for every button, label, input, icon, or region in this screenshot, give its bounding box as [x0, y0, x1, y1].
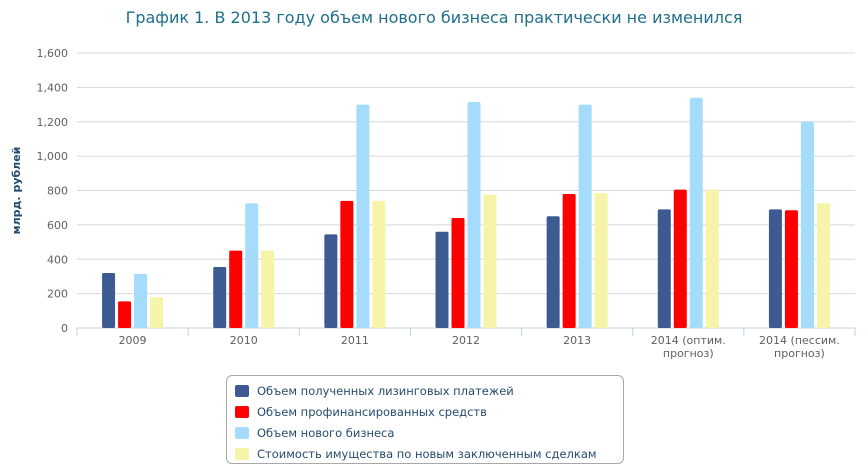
x-tick-label: 2014 (пессим. прогноз)	[759, 334, 840, 360]
bar[interactable]	[340, 200, 354, 328]
bar[interactable]	[689, 97, 703, 328]
y-tick-label: 1,600	[37, 47, 69, 60]
legend-label: Объем профинансированных средств	[257, 404, 487, 419]
bar[interactable]	[546, 216, 560, 328]
bar[interactable]	[118, 301, 132, 328]
bar[interactable]	[768, 209, 782, 328]
x-tick-label: 2009	[119, 334, 147, 347]
x-tick-label: 2013	[563, 334, 591, 347]
legend-item[interactable]: Объем полученных лизинговых платежей	[235, 380, 615, 401]
legend-item[interactable]: Объем нового бизнеса	[235, 422, 615, 443]
bar[interactable]	[324, 234, 338, 328]
bar[interactable]	[229, 250, 243, 328]
bar[interactable]	[705, 189, 719, 328]
y-tick-label: 200	[47, 288, 68, 301]
bar[interactable]	[435, 231, 449, 328]
y-tick-label: 1,200	[37, 116, 69, 129]
legend-swatch	[235, 384, 249, 397]
bar[interactable]	[784, 210, 798, 328]
legend-swatch	[235, 447, 249, 460]
bar[interactable]	[150, 297, 164, 328]
y-tick-label: 600	[47, 219, 68, 232]
y-tick-label: 1,000	[37, 150, 69, 163]
bar[interactable]	[657, 209, 671, 328]
y-tick-label: 400	[47, 253, 68, 266]
bar[interactable]	[356, 104, 370, 328]
bar[interactable]	[102, 273, 116, 328]
bar[interactable]	[451, 218, 465, 328]
legend-label: Стоимость имущества по новым заключенным…	[257, 446, 597, 461]
x-tick-label: 2012	[452, 334, 480, 347]
bar[interactable]	[467, 101, 481, 328]
legend: Объем полученных лизинговых платежей Объе…	[226, 375, 624, 464]
y-tick-label: 800	[47, 185, 68, 198]
x-tick-label: 2014 (оптим. прогноз)	[651, 334, 726, 360]
y-tick-label: 0	[61, 322, 68, 335]
bar[interactable]	[245, 203, 259, 328]
legend-label: Объем нового бизнеса	[257, 425, 395, 440]
bar[interactable]	[213, 266, 227, 328]
bar[interactable]	[134, 273, 148, 328]
legend-item[interactable]: Стоимость имущества по новым заключенным…	[235, 443, 615, 464]
chart-title: График 1. В 2013 году объем нового бизне…	[125, 8, 743, 27]
bar[interactable]	[562, 193, 576, 328]
bar[interactable]	[483, 194, 497, 328]
y-axis-title: млрд. рублей	[10, 147, 23, 235]
legend-swatch	[235, 405, 249, 418]
bar[interactable]	[578, 104, 592, 328]
y-tick-label: 1,400	[37, 81, 69, 94]
bar[interactable]	[261, 250, 275, 328]
bar[interactable]	[594, 193, 608, 328]
bar[interactable]	[816, 203, 830, 328]
x-tick-label: 2010	[230, 334, 258, 347]
bar[interactable]	[673, 189, 687, 328]
legend-label: Объем полученных лизинговых платежей	[257, 383, 514, 398]
bar[interactable]	[372, 200, 386, 328]
bar-chart: 0 200 400 600 800 1,000 1,200 1,400 1,600 млрд. р…	[10, 47, 856, 360]
legend-swatch	[235, 426, 249, 439]
x-tick-label: 2011	[341, 334, 369, 347]
bar[interactable]	[800, 121, 814, 328]
legend-item[interactable]: Объем профинансированных средств	[235, 401, 615, 422]
